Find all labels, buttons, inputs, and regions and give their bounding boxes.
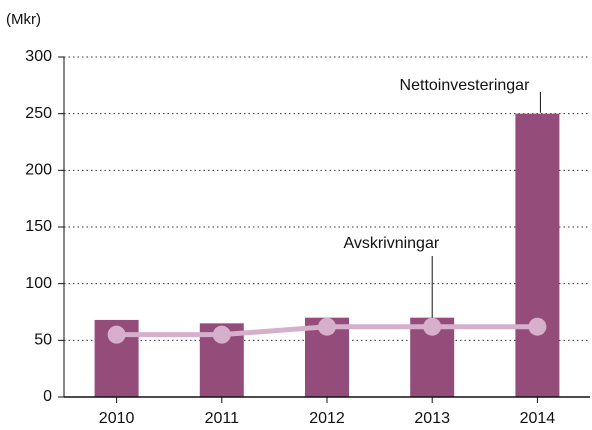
point [107,325,126,344]
series-label: Avskrivningar [343,235,439,252]
y-tick-label: 300 [25,48,52,65]
y-tick-label: 50 [34,332,52,349]
point [528,317,547,336]
y-axis-label: (Mkr) [6,11,41,28]
y-tick-label: 150 [25,218,52,235]
bar [515,113,560,398]
point [423,317,442,336]
y-tick-label: 200 [25,162,52,179]
point [212,325,231,344]
x-tick-label: 2010 [99,410,135,427]
x-tick-label: 2013 [414,410,450,427]
x-tick-label: 2011 [205,410,240,427]
y-tick-label: 250 [25,105,52,122]
x-tick-label: 2012 [309,410,345,427]
point [318,317,336,336]
y-tick-label: 0 [43,388,52,405]
x-tick-label: 2014 [520,410,556,427]
series-label: Nettoinvesteringar [400,77,531,94]
y-tick-label: 100 [25,275,52,292]
